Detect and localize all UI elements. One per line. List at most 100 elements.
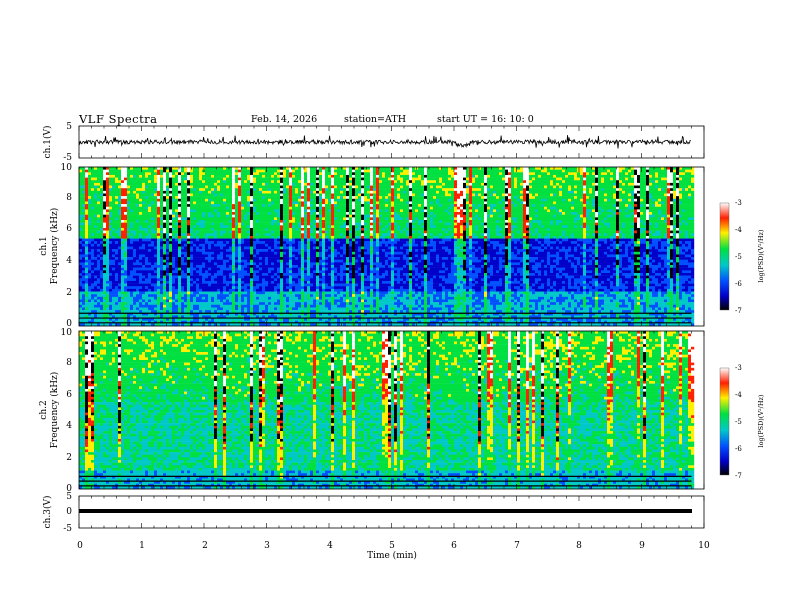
ch1-spectrogram-panel: 0 2 4 6 8 10 ch.1 Frequency (kHz) (39, 163, 704, 329)
spectrogram-cell (223, 199, 226, 202)
spectrogram-cell (208, 276, 211, 279)
spectrogram-cell (295, 247, 298, 250)
spectrogram-cell (298, 305, 301, 308)
spectrogram-cell (196, 175, 199, 178)
spectrogram-cell (223, 307, 226, 310)
spectrogram-cell (115, 273, 118, 276)
spectrogram-cell (253, 249, 256, 252)
spectrogram-cell (109, 167, 112, 170)
spectrogram-cell (97, 212, 100, 215)
spectrogram-cell (142, 225, 145, 228)
spectrogram-cell (265, 204, 268, 207)
spectrogram-cell (184, 194, 187, 197)
spectrogram-cell (223, 305, 226, 308)
spectrogram-cell (211, 220, 214, 223)
spectrogram-cell (208, 278, 211, 281)
spectrogram-cell (205, 305, 208, 308)
spectrogram-cell (133, 278, 136, 281)
spectrogram-cell (94, 175, 97, 178)
spectrogram-cell (211, 212, 214, 215)
spectrogram-cell (205, 254, 208, 257)
spectrogram-cell (247, 212, 250, 215)
spectrogram-cell (148, 215, 151, 218)
spectrogram-cell (220, 292, 223, 295)
spectrogram-cell (205, 249, 208, 252)
spectrogram-cell (91, 217, 94, 220)
spectrogram-cell (175, 196, 178, 199)
spectrogram-cell (154, 292, 157, 295)
spectrogram-cell (250, 175, 253, 178)
spectrogram-cell (268, 265, 271, 268)
spectrogram-cell (313, 289, 316, 292)
spectrogram-cell (169, 292, 172, 295)
spectrogram-cell (265, 265, 268, 268)
spectrogram-cell (172, 289, 175, 292)
spectrogram-cell (322, 220, 325, 223)
spectrogram-cell (289, 201, 292, 204)
spectrogram-cell (259, 231, 262, 234)
spectrogram-cell (112, 212, 115, 215)
spectrogram-cell (310, 276, 313, 279)
spectrogram-cell (226, 188, 229, 191)
spectrogram-cell (94, 209, 97, 212)
spectrogram-cell (223, 300, 226, 303)
spectrogram-cell (205, 209, 208, 212)
spectrogram-cell (94, 212, 97, 215)
spectrogram-cell (262, 220, 265, 223)
spectrogram-cell (187, 199, 190, 202)
spectrogram-cell (238, 294, 241, 297)
spectrogram-cell (94, 172, 97, 175)
spectrogram-cell (223, 302, 226, 305)
spectrogram-cell (292, 209, 295, 212)
spectrogram-cell (112, 281, 115, 284)
spectrogram-cell (241, 300, 244, 303)
spectrogram-cell (301, 286, 304, 289)
spectrogram-cell (316, 172, 319, 175)
spectrogram-cell (265, 292, 268, 295)
spectrogram-cell (310, 241, 313, 244)
spectrogram-cell (286, 236, 289, 239)
spectrogram-cell (265, 172, 268, 175)
spectrogram-cell (94, 284, 97, 287)
spectrogram-cell (280, 254, 283, 257)
spectrogram-cell (133, 178, 136, 181)
spectrogram-cell (286, 249, 289, 252)
spectrogram-cell (199, 196, 202, 199)
spectrogram-cell (250, 270, 253, 273)
spectrogram-cell (310, 292, 313, 295)
spectrogram-cell (277, 273, 280, 276)
spectrogram-cell (133, 300, 136, 303)
spectrogram-cell (139, 262, 142, 265)
spectrogram-cell (199, 305, 202, 308)
spectrogram-cell (175, 249, 178, 252)
spectrogram-cell (121, 247, 124, 250)
spectrogram-cell (208, 215, 211, 218)
spectrogram-cell (274, 286, 277, 289)
spectrogram-cell (109, 186, 112, 189)
spectrogram-cell (289, 247, 292, 250)
spectrogram-cell (106, 300, 109, 303)
spectrogram-cell (91, 276, 94, 279)
spectrogram-cell (226, 302, 229, 305)
spectrogram-cell (217, 196, 220, 199)
spectrogram-cell (289, 294, 292, 297)
spectrogram-cell (136, 289, 139, 292)
spectrogram-cell (139, 244, 142, 247)
spectrogram-cell (316, 260, 319, 263)
spectrogram-cell (118, 252, 121, 255)
spectrogram-cell (316, 180, 319, 183)
spectrogram-cell (148, 233, 151, 236)
spectrogram-cell (226, 241, 229, 244)
spectrogram-cell (109, 188, 112, 191)
spectrogram-cell (175, 294, 178, 297)
spectrogram-cell (229, 231, 232, 234)
spectrogram-cell (100, 188, 103, 191)
spectrogram-cell (298, 233, 301, 236)
spectrogram-cell (148, 281, 151, 284)
spectrogram-cell (253, 252, 256, 255)
spectrogram-cell (211, 307, 214, 310)
spectrogram-cell (100, 191, 103, 194)
spectrogram-cell (316, 170, 319, 173)
spectrogram-cell (151, 209, 154, 212)
spectrogram-cell (298, 215, 301, 218)
